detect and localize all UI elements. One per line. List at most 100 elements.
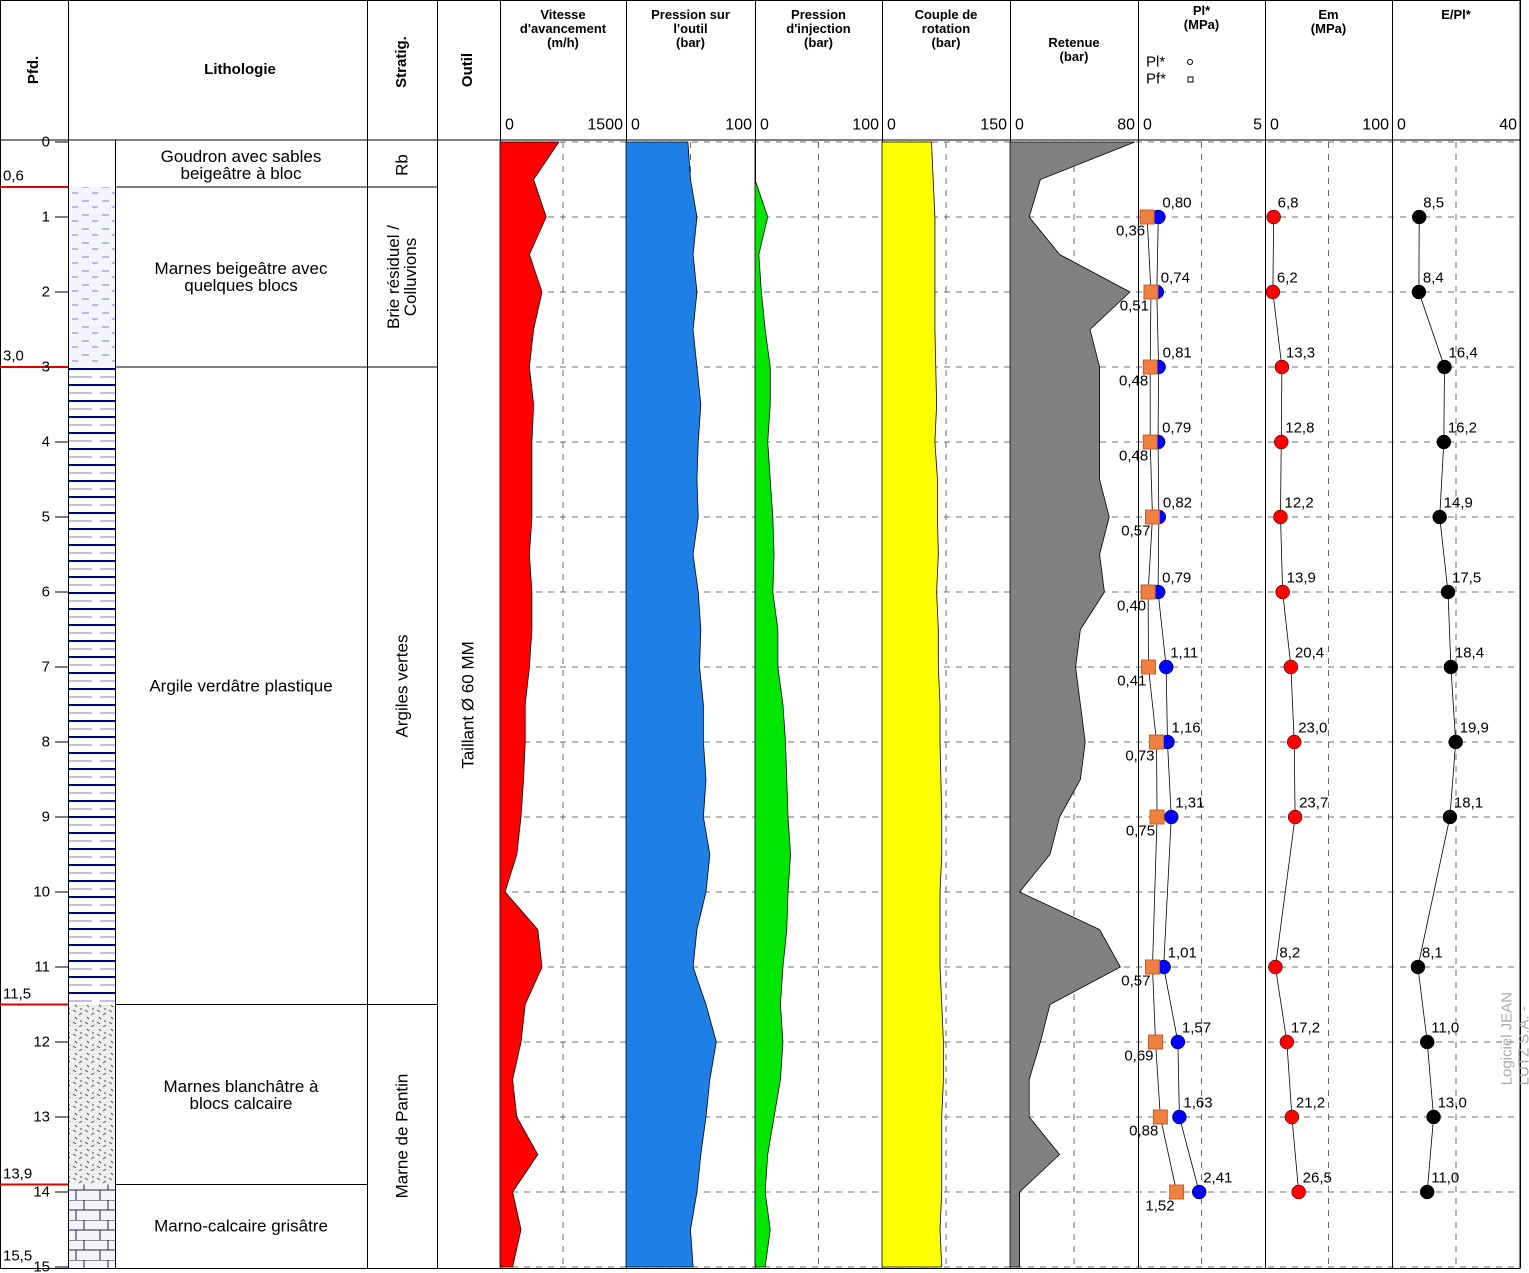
depth-tick-label: 11	[34, 959, 50, 976]
point	[1412, 210, 1426, 224]
depth-tick-label: 0	[42, 134, 50, 151]
point	[1276, 585, 1290, 599]
log-area	[882, 142, 943, 1267]
value-label: 1,57	[1182, 1020, 1211, 1037]
value-label: 11,0	[1431, 1170, 1459, 1187]
x-tick-label: 100	[1362, 117, 1389, 134]
value-label: 13,9	[1287, 570, 1316, 587]
x-tick-label: 5	[1253, 117, 1262, 134]
lithology-pattern	[69, 367, 115, 1005]
point	[1266, 285, 1280, 299]
depth-tick-label: 5	[42, 509, 50, 526]
value-label: 0,79	[1162, 420, 1191, 437]
lithology-label: Marno-calcaire grisâtre	[154, 1218, 328, 1235]
tool-label: Taillant Ø 60 MM	[460, 641, 477, 769]
value-label: 0,57	[1121, 973, 1150, 990]
value-label: 0,74	[1161, 270, 1190, 287]
depth-tick-label: 9	[42, 809, 50, 826]
value-label: 16,2	[1448, 420, 1477, 437]
lithology-label: Marnes blanchâtre à blocs calcaire	[164, 1078, 319, 1112]
point	[1437, 360, 1451, 374]
point	[1268, 960, 1282, 974]
point	[1192, 1185, 1206, 1199]
x-tick-label: 100	[725, 117, 752, 134]
value-label: 0,57	[1121, 523, 1150, 540]
value-label: 23,7	[1299, 795, 1328, 812]
value-label: 21,2	[1296, 1095, 1325, 1112]
value-label: 8,4	[1423, 270, 1444, 287]
boundary-label: 13,9	[3, 1165, 32, 1182]
depth-tick-label: 14	[33, 1184, 50, 1201]
value-label: 1,63	[1183, 1095, 1212, 1112]
x-tick-label: 0	[505, 117, 514, 134]
point	[1267, 210, 1281, 224]
track-title: Retenue (bar)	[1048, 36, 1099, 64]
value-label: 8,5	[1423, 195, 1444, 212]
point	[1171, 1035, 1185, 1049]
point	[1172, 1110, 1186, 1124]
value-label: 0,51	[1120, 298, 1149, 315]
x-tick-label: 100	[852, 117, 879, 134]
stratigraphy-label: Marne de Pantin	[394, 1073, 411, 1198]
depth-tick-label: 6	[42, 584, 50, 601]
boundary-label: 3,0	[3, 348, 24, 365]
value-label: 26,5	[1303, 1170, 1332, 1187]
log-area	[626, 142, 716, 1267]
value-label: 20,4	[1295, 645, 1324, 662]
x-tick-label: 0	[1143, 117, 1152, 134]
stratigraphy-label: Rb	[394, 154, 411, 176]
track-title: Couple de rotation (bar)	[915, 8, 978, 50]
value-label: 13,3	[1286, 345, 1315, 362]
value-label: 1,52	[1145, 1198, 1174, 1215]
lithology-pattern	[69, 187, 115, 367]
depth-tick-label: 15	[33, 1259, 50, 1273]
point	[1411, 960, 1425, 974]
value-label: 0,69	[1124, 1048, 1153, 1065]
value-label: 6,8	[1278, 195, 1299, 212]
point	[1285, 1110, 1299, 1124]
value-label: 23,0	[1298, 720, 1327, 737]
stratigraphy-title: Stratig.	[395, 36, 409, 88]
value-label: 18,4	[1455, 645, 1484, 662]
stratigraphy-label: Brie résiduel / Colluvions	[385, 225, 419, 329]
tool-title: Outil	[461, 53, 475, 87]
value-label: 6,2	[1277, 270, 1298, 287]
point	[1437, 435, 1451, 449]
point	[1292, 1185, 1306, 1199]
value-label: 0,73	[1125, 748, 1154, 765]
depth-tick-label: 7	[42, 659, 50, 676]
lithology-label: Marnes beigeâtre avec quelques blocs	[155, 260, 328, 294]
value-label: 12,2	[1284, 495, 1313, 512]
x-tick-label: 0	[887, 117, 896, 134]
legend-label: Pf*	[1146, 71, 1166, 88]
lithology-label: Argile verdâtre plastique	[149, 677, 332, 694]
value-label: 17,2	[1291, 1020, 1320, 1037]
value-label: 0,75	[1126, 823, 1155, 840]
point	[1444, 660, 1458, 674]
log-page: Pfd.LithologieStratig.Outil0123456789101…	[0, 0, 1529, 1273]
value-label: 0,88	[1129, 1123, 1158, 1140]
x-tick-label: 0	[631, 117, 640, 134]
value-label: 14,9	[1444, 495, 1473, 512]
lithology-title: Lithologie	[204, 63, 276, 77]
value-label: 0,48	[1119, 448, 1148, 465]
legend-label: Pl*	[1146, 54, 1165, 71]
track-title: Em (MPa)	[1311, 8, 1346, 36]
point	[1288, 810, 1302, 824]
track-title: Pression sur l'outil (bar)	[651, 8, 730, 50]
track-title: E/Pl*	[1441, 8, 1471, 22]
legend-marker	[1188, 60, 1193, 65]
value-label: 8,2	[1279, 945, 1300, 962]
value-label: 1,01	[1168, 945, 1197, 962]
depth-tick-label: 3	[42, 359, 50, 376]
value-label: 8,1	[1422, 945, 1443, 962]
point	[1420, 1035, 1434, 1049]
point	[1280, 1035, 1294, 1049]
point	[1441, 585, 1455, 599]
depth-tick-label: 10	[33, 884, 50, 901]
boundary-label: 11,5	[3, 985, 31, 1002]
log-area	[500, 142, 559, 1267]
x-tick-label: 1500	[587, 117, 623, 134]
point	[1420, 1185, 1434, 1199]
value-label: 0,81	[1163, 345, 1192, 362]
